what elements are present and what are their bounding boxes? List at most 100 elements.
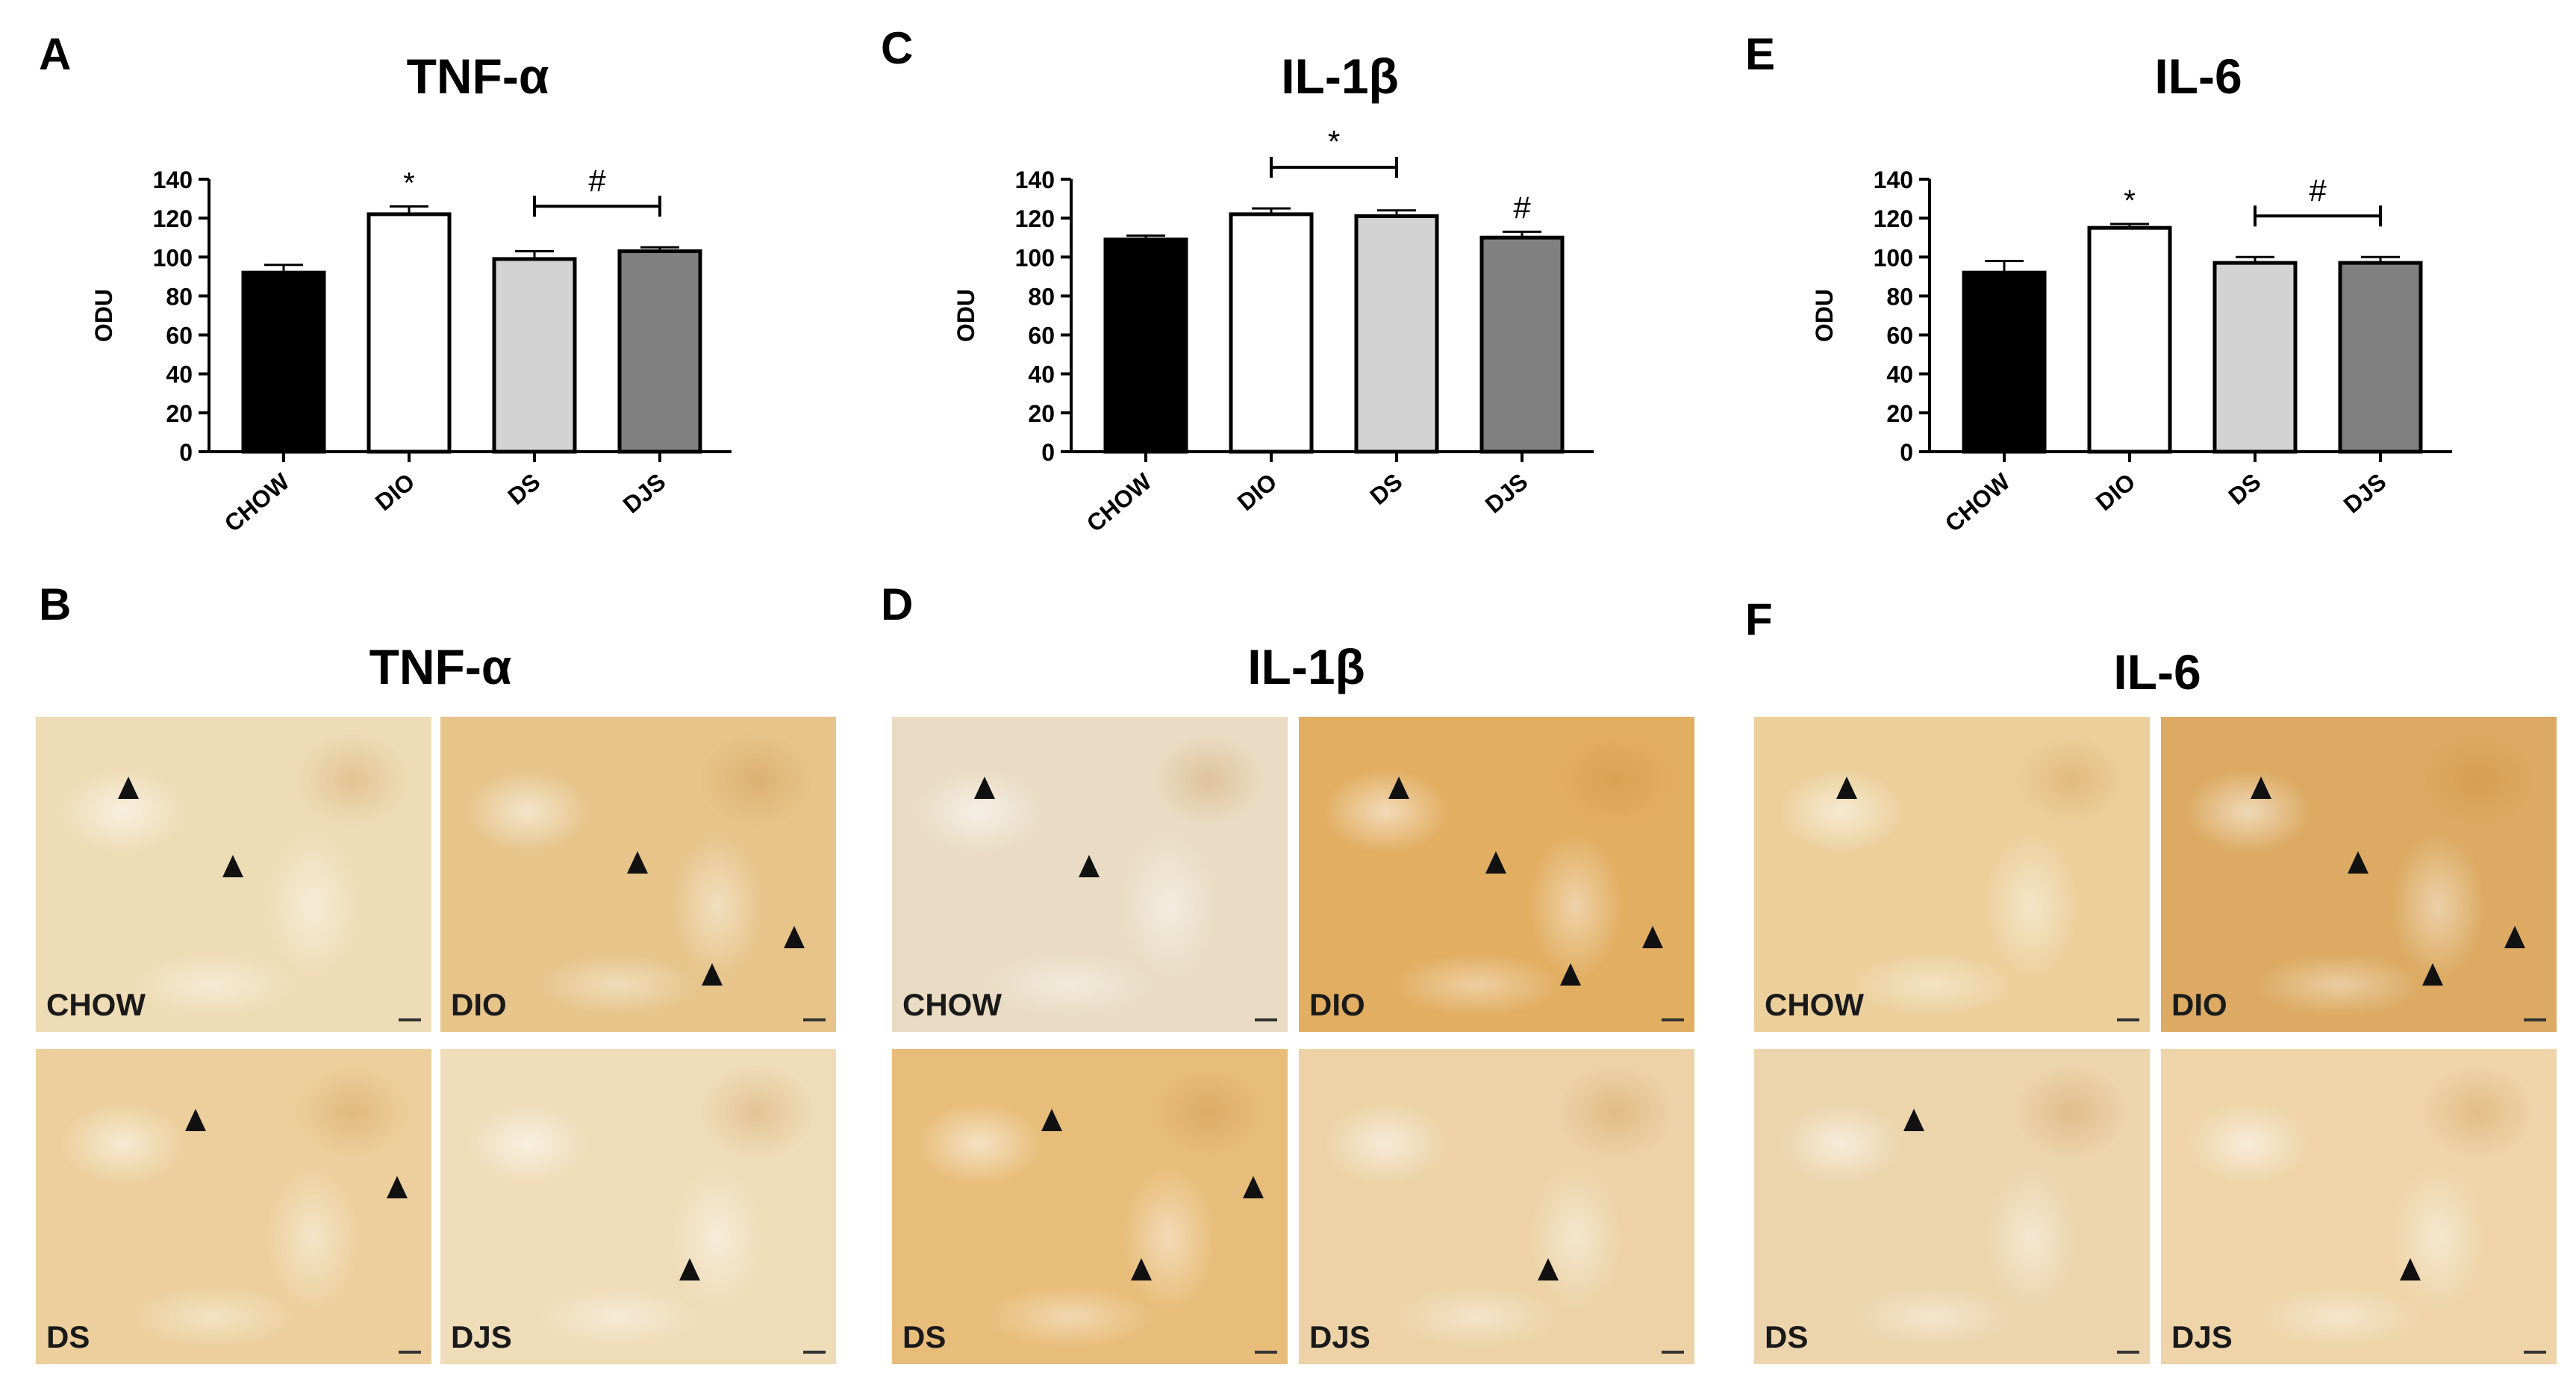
chart-a-y-tick-label: 0 — [179, 439, 193, 466]
chart-e-x-tick-label: DJS — [2339, 468, 2392, 519]
chart-c-x-tick-label: DJS — [1480, 468, 1533, 519]
chart-e-y-tick-label: 20 — [1886, 400, 1913, 427]
chart-c-bar-chow — [1103, 237, 1188, 454]
scale-bar — [1662, 1018, 1684, 1021]
chart-c-bar-dio — [1229, 212, 1314, 454]
micrograph-b-dio: DIO — [440, 717, 836, 1032]
scale-bar — [2524, 1351, 2546, 1354]
arrowhead-marker — [1041, 1109, 1062, 1131]
chart-e-y-tick-label: 80 — [1886, 283, 1913, 310]
micrograph-title-tnf: TNF-α — [369, 639, 512, 694]
chart-e-x-tick-label: DIO — [2091, 468, 2141, 516]
micrograph-b-ds: DS — [36, 1049, 431, 1364]
chart-c-sig-label: # — [1513, 190, 1531, 225]
arrowhead-marker — [185, 1109, 206, 1131]
scale-bar — [399, 1351, 421, 1354]
arrowhead-marker — [1836, 777, 1857, 799]
scale-bar — [399, 1018, 421, 1021]
micrograph-f-ds: DS — [1754, 1049, 2150, 1364]
micrograph-label: DS — [1765, 1319, 1809, 1354]
chart-a-y-tick-label: 80 — [166, 283, 193, 310]
arrowhead-marker — [2504, 926, 2525, 948]
arrowhead-marker — [1560, 963, 1581, 986]
arrowhead-marker — [1388, 777, 1409, 799]
chart-a-y-tick-label: 100 — [153, 244, 193, 271]
scale-bar — [803, 1351, 826, 1354]
micrograph-label: CHOW — [46, 987, 146, 1022]
chart-e-y-tick-label: 120 — [1874, 205, 1913, 232]
chart-a-sig-label: * — [403, 167, 415, 200]
scale-bar — [2117, 1351, 2139, 1354]
panel-letter-b: B — [39, 579, 72, 629]
chart-c-bar-djs — [1479, 235, 1565, 454]
panel-letter-e: E — [1745, 29, 1776, 79]
chart-c-y-tick-label: 60 — [1028, 323, 1055, 349]
micrograph-label: DIO — [451, 987, 507, 1022]
chart-e-ylabel: ODU — [1811, 289, 1838, 342]
chart-c-x-tick-label: CHOW — [1082, 467, 1157, 537]
panel-letter-a: A — [39, 29, 72, 79]
arrowhead-marker — [2251, 777, 2271, 799]
scale-bar — [1255, 1018, 1277, 1021]
arrowhead-marker — [1903, 1109, 1924, 1131]
arrowhead-marker — [702, 963, 723, 986]
micrograph-label: DJS — [451, 1319, 512, 1354]
micrograph-b-chow: CHOW — [36, 717, 431, 1032]
micrograph-label: CHOW — [1765, 987, 1864, 1022]
chart-c-y-tick-label: 0 — [1041, 439, 1055, 466]
scale-bar — [1255, 1351, 1277, 1354]
arrowhead-marker — [1538, 1258, 1559, 1280]
chart-e-bar-dio — [2087, 225, 2172, 454]
chart-c-bar-ds — [1354, 214, 1439, 454]
chart-e-bar-djs — [2338, 261, 2423, 454]
micrograph-b-djs: DJS — [440, 1049, 836, 1364]
micrograph-d-djs: DJS — [1299, 1049, 1694, 1364]
chart-e-x-tick-label: DS — [2223, 468, 2265, 510]
chart-a-ylabel: ODU — [90, 289, 117, 342]
arrowhead-marker — [1079, 855, 1100, 877]
arrowhead-marker — [974, 777, 995, 799]
chart-c-y-tick-label: 40 — [1028, 361, 1055, 388]
chart-a-bar-dio — [367, 212, 452, 454]
chart-a-sig-label: # — [588, 163, 606, 198]
chart-e-bar-chow — [1962, 270, 2047, 454]
micrograph-f-dio: DIO — [2161, 717, 2557, 1032]
micrograph-f-chow: CHOW — [1754, 717, 2150, 1032]
arrowhead-marker — [679, 1258, 700, 1280]
chart-a-y-tick-label: 20 — [166, 400, 193, 427]
bar-charts: TNF-α ODU 0 20 40 60 80 100 120 140 CHOW DIO DS DJS * #… — [90, 49, 2452, 537]
panel-letter-f: F — [1745, 594, 1773, 644]
arrowhead-marker — [118, 777, 139, 799]
chart-a-bar-chow — [241, 270, 326, 454]
chart-c-y-tick-label: 100 — [1015, 244, 1055, 271]
chart-a-y-tick-label: 60 — [166, 323, 193, 349]
micrograph-label: DIO — [1309, 987, 1365, 1022]
panel-letter-c: C — [881, 23, 914, 73]
chart-e-title: IL-6 — [2154, 49, 2242, 104]
arrowhead-marker — [627, 851, 648, 874]
arrowhead-marker — [2400, 1258, 2421, 1280]
chart-e-sig-label: # — [2309, 172, 2327, 208]
chart-e-y-tick-label: 60 — [1886, 323, 1913, 349]
chart-e-y-tick-label: 140 — [1874, 167, 1913, 193]
micrograph-label: DJS — [1309, 1319, 1370, 1354]
chart-c-y-tick-label: 80 — [1028, 283, 1055, 310]
chart-e-sig-label: * — [2124, 184, 2136, 217]
micrograph-d-dio: DIO — [1299, 717, 1694, 1032]
chart-a-x-tick-label: DIO — [370, 468, 420, 516]
micrograph-title-il1b: IL-1β — [1247, 639, 1365, 694]
chart-c-x-tick-label: DS — [1365, 468, 1407, 510]
chart-c-title: IL-1β — [1281, 49, 1399, 104]
scale-bar — [1662, 1351, 1684, 1354]
scale-bar — [803, 1018, 826, 1021]
arrowhead-marker — [2348, 851, 2368, 874]
scale-bar — [2524, 1018, 2546, 1021]
panel-letter-d: D — [881, 579, 914, 629]
arrowhead-marker — [1243, 1176, 1264, 1198]
chart-c-ylabel: ODU — [952, 289, 979, 342]
micrograph-title-il6: IL-6 — [2113, 644, 2201, 700]
arrowhead-marker — [387, 1176, 408, 1198]
chart-a-title: TNF-α — [407, 49, 549, 104]
arrowhead-marker — [222, 855, 243, 877]
arrowhead-marker — [1131, 1258, 1152, 1280]
